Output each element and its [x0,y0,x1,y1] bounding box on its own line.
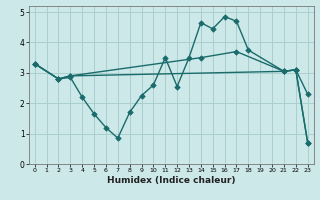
X-axis label: Humidex (Indice chaleur): Humidex (Indice chaleur) [107,176,236,185]
